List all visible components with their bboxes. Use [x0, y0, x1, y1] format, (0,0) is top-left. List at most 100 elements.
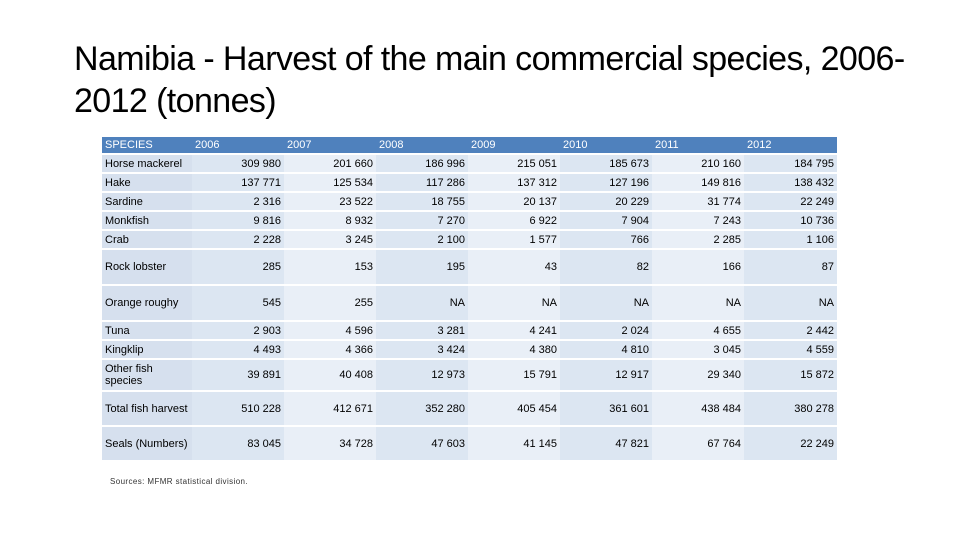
value-cell: 15 791	[468, 360, 560, 390]
value-cell: 23 522	[284, 193, 376, 210]
value-cell: 29 340	[652, 360, 744, 390]
column-header-year: 2007	[284, 137, 376, 153]
table-row: Kingklip 4 493 4 366 3 424 4 380 4 810 3 045 4 …	[102, 341, 837, 358]
value-cell: 4 655	[652, 322, 744, 339]
table-row: Crab 2 228 3 245 2 100 1 577 766 2 285 1 106	[102, 231, 837, 248]
value-cell: 7 904	[560, 212, 652, 229]
value-cell: 380 278	[744, 392, 837, 425]
value-cell: 12 917	[560, 360, 652, 390]
value-cell: 34 728	[284, 427, 376, 460]
column-header-year: 2009	[468, 137, 560, 153]
species-cell: Hake	[102, 174, 192, 191]
value-cell: 210 160	[652, 155, 744, 172]
value-cell: 215 051	[468, 155, 560, 172]
column-header-year: 2008	[376, 137, 468, 153]
value-cell: 137 771	[192, 174, 284, 191]
harvest-table: SPECIES 2006 2007 2008 2009 2010 2011 2012 Hors…	[102, 135, 837, 462]
value-cell: 125 534	[284, 174, 376, 191]
value-cell: 67 764	[652, 427, 744, 460]
value-cell: 361 601	[560, 392, 652, 425]
value-cell: 41 145	[468, 427, 560, 460]
value-cell: 4 241	[468, 322, 560, 339]
value-cell: 184 795	[744, 155, 837, 172]
column-header-species: SPECIES	[102, 137, 192, 153]
value-cell: 7 243	[652, 212, 744, 229]
table-row: Seals (Numbers) 83 045 34 728 47 603 41 145 4…	[102, 427, 837, 460]
value-cell: 83 045	[192, 427, 284, 460]
value-cell: 127 196	[560, 174, 652, 191]
value-cell: NA	[468, 286, 560, 320]
value-cell: 47 603	[376, 427, 468, 460]
species-cell: Total fish harvest	[102, 392, 192, 425]
value-cell: 87	[744, 250, 837, 284]
value-cell: 309 980	[192, 155, 284, 172]
value-cell: 2 316	[192, 193, 284, 210]
page-title: Namibia - Harvest of the main commercial…	[74, 40, 905, 120]
value-cell: 47 821	[560, 427, 652, 460]
species-cell: Other fish species	[102, 360, 192, 390]
value-cell: NA	[652, 286, 744, 320]
column-header-year: 2012	[744, 137, 837, 153]
value-cell: 3 245	[284, 231, 376, 248]
species-cell: Horse mackerel	[102, 155, 192, 172]
table-row: Rock lobster 285 153 195 43 82 166 87	[102, 250, 837, 284]
species-cell: Crab	[102, 231, 192, 248]
value-cell: 4 366	[284, 341, 376, 358]
value-cell: 12 973	[376, 360, 468, 390]
value-cell: 1 577	[468, 231, 560, 248]
value-cell: 3 281	[376, 322, 468, 339]
table-row: Monkfish 9 816 8 932 7 270 6 922 7 904 7 243 10…	[102, 212, 837, 229]
value-cell: 137 312	[468, 174, 560, 191]
value-cell: 43	[468, 250, 560, 284]
column-header-year: 2011	[652, 137, 744, 153]
value-cell: 352 280	[376, 392, 468, 425]
value-cell: 4 380	[468, 341, 560, 358]
value-cell: 2 903	[192, 322, 284, 339]
value-cell: 166	[652, 250, 744, 284]
table-row: Hake 137 771 125 534 117 286 137 312 127 196 1…	[102, 174, 837, 191]
value-cell: 412 671	[284, 392, 376, 425]
value-cell: 2 100	[376, 231, 468, 248]
value-cell: 2 442	[744, 322, 837, 339]
value-cell: 2 228	[192, 231, 284, 248]
value-cell: 20 229	[560, 193, 652, 210]
value-cell: 138 432	[744, 174, 837, 191]
harvest-table-container: SPECIES 2006 2007 2008 2009 2010 2011 2012 Hors…	[102, 135, 837, 462]
value-cell: 149 816	[652, 174, 744, 191]
species-cell: Sardine	[102, 193, 192, 210]
value-cell: 8 932	[284, 212, 376, 229]
value-cell: 405 454	[468, 392, 560, 425]
value-cell: 438 484	[652, 392, 744, 425]
value-cell: 510 228	[192, 392, 284, 425]
table-row: Total fish harvest 510 228 412 671 352 280 4…	[102, 392, 837, 425]
value-cell: 3 045	[652, 341, 744, 358]
value-cell: 20 137	[468, 193, 560, 210]
value-cell: 545	[192, 286, 284, 320]
value-cell: 2 024	[560, 322, 652, 339]
value-cell: NA	[744, 286, 837, 320]
value-cell: 766	[560, 231, 652, 248]
value-cell: 82	[560, 250, 652, 284]
value-cell: 4 559	[744, 341, 837, 358]
table-row: Other fish species 39 891 40 408 12 973 15 7…	[102, 360, 837, 390]
table-row: Sardine 2 316 23 522 18 755 20 137 20 229 31 7…	[102, 193, 837, 210]
value-cell: 6 922	[468, 212, 560, 229]
value-cell: 4 596	[284, 322, 376, 339]
value-cell: 185 673	[560, 155, 652, 172]
table-row: Orange roughy 545 255 NA NA NA NA NA	[102, 286, 837, 320]
value-cell: 39 891	[192, 360, 284, 390]
value-cell: NA	[560, 286, 652, 320]
source-note: Sources: MFMR statistical division.	[110, 477, 249, 486]
value-cell: 7 270	[376, 212, 468, 229]
value-cell: 3 424	[376, 341, 468, 358]
table-row: Horse mackerel 309 980 201 660 186 996 215 0…	[102, 155, 837, 172]
value-cell: 1 106	[744, 231, 837, 248]
value-cell: 22 249	[744, 427, 837, 460]
value-cell: 2 285	[652, 231, 744, 248]
species-cell: Kingklip	[102, 341, 192, 358]
value-cell: 18 755	[376, 193, 468, 210]
species-cell: Rock lobster	[102, 250, 192, 284]
value-cell: 10 736	[744, 212, 837, 229]
species-cell: Seals (Numbers)	[102, 427, 192, 460]
column-header-year: 2010	[560, 137, 652, 153]
